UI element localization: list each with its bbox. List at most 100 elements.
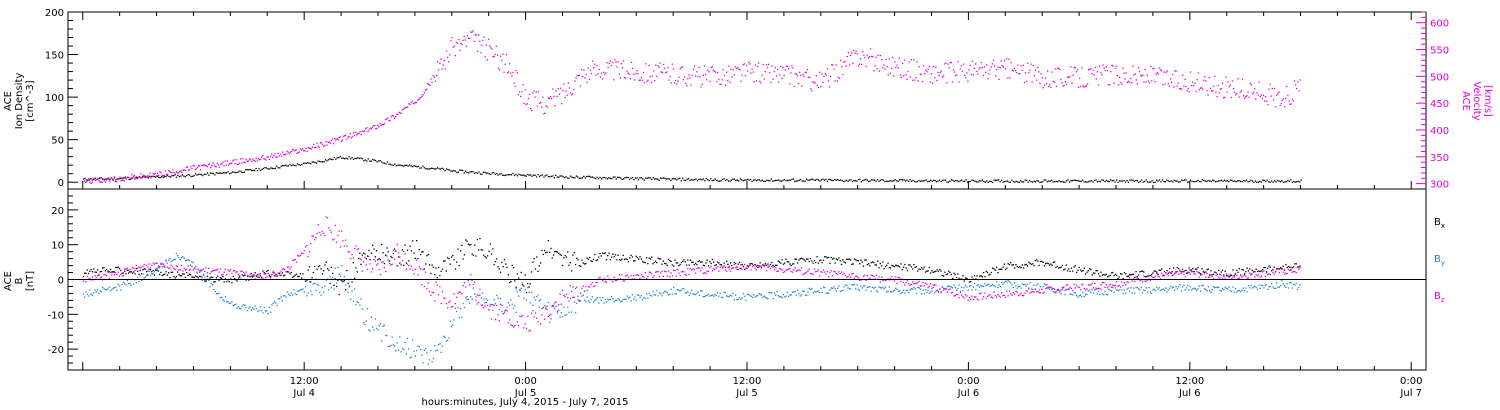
density-point	[404, 164, 406, 166]
density-point	[246, 169, 248, 171]
velocity-point	[951, 81, 954, 83]
bx-point	[582, 262, 584, 264]
by-point	[729, 294, 732, 296]
density-point	[1192, 181, 1195, 183]
velocity-point	[1256, 92, 1258, 94]
density-point	[603, 176, 606, 179]
density-point	[825, 178, 827, 181]
by-point	[412, 339, 414, 341]
bx-point	[286, 271, 289, 273]
velocity-point	[358, 132, 360, 134]
density-point	[949, 180, 951, 182]
by-point	[1149, 291, 1151, 293]
velocity-point	[948, 67, 950, 69]
by-point	[135, 281, 137, 284]
bx-point	[1114, 273, 1116, 275]
by-point	[707, 293, 710, 295]
bz-point	[984, 292, 986, 294]
density-point	[186, 175, 188, 177]
by-point	[169, 258, 171, 260]
bz-point	[636, 274, 639, 276]
velocity-point	[1274, 87, 1276, 90]
velocity-point	[341, 139, 344, 141]
bz-point	[758, 266, 760, 269]
bx-point	[1123, 272, 1126, 274]
bx-point	[621, 258, 623, 260]
velocity-point	[483, 36, 485, 38]
bz-point	[671, 275, 673, 277]
density-point	[196, 174, 198, 176]
velocity-point	[593, 67, 595, 69]
density-point	[330, 158, 332, 161]
velocity-point	[618, 73, 620, 75]
by-point	[1256, 288, 1259, 290]
bz-point	[435, 281, 437, 283]
bx-point	[394, 248, 396, 250]
x-tick-label-time: 12:00	[1175, 376, 1204, 387]
velocity-point	[890, 67, 893, 70]
velocity-point	[1085, 85, 1088, 87]
by-point	[431, 361, 433, 363]
velocity-point	[448, 61, 450, 63]
density-point	[417, 165, 420, 168]
bx-point	[496, 258, 498, 260]
velocity-point	[907, 70, 909, 73]
bz-point	[971, 295, 973, 297]
density-point	[1031, 181, 1034, 183]
velocity-point	[1045, 83, 1048, 85]
velocity-point	[144, 175, 147, 178]
velocity-point	[987, 77, 989, 80]
density-point	[302, 162, 304, 164]
bz-point	[258, 273, 260, 275]
bx-point	[949, 271, 951, 274]
bz-point	[1252, 270, 1255, 273]
velocity-point	[1225, 76, 1227, 78]
bx-point	[822, 259, 825, 261]
by-point	[1094, 289, 1096, 291]
bx-point	[728, 266, 730, 268]
bz-point	[108, 277, 110, 280]
velocity-point	[701, 83, 703, 86]
velocity-point	[338, 136, 340, 139]
bx-point	[147, 274, 149, 276]
velocity-point	[1235, 94, 1237, 96]
velocity-point	[925, 69, 927, 71]
density-point	[606, 178, 609, 180]
velocity-point	[962, 63, 965, 65]
velocity-point	[391, 114, 393, 117]
bz-point	[994, 294, 996, 297]
x-tick-label-day: Jul 6	[1178, 388, 1201, 399]
bz-point	[365, 264, 367, 266]
bz-point	[103, 274, 105, 276]
velocity-point	[1148, 82, 1151, 84]
x-tick-label-time: 12:00	[733, 376, 762, 387]
bz-point	[979, 293, 981, 295]
density-point	[181, 174, 183, 176]
by-point	[160, 263, 162, 266]
bz-point	[709, 267, 711, 269]
bx-point	[430, 272, 432, 275]
by-point	[550, 318, 552, 320]
bz-point	[170, 264, 172, 266]
by-point	[130, 284, 132, 286]
bottom-left-label-line3: [nT]	[25, 271, 36, 291]
density-point	[612, 176, 614, 178]
density-point	[683, 179, 685, 181]
by-point	[1211, 288, 1213, 291]
bx-point	[200, 276, 202, 278]
density-point	[285, 164, 287, 166]
velocity-point	[644, 82, 646, 84]
density-point	[94, 177, 96, 179]
by-point	[84, 296, 86, 298]
density-point	[298, 164, 300, 166]
bz-point	[304, 246, 307, 248]
bottom-left-label-line1: ACE	[3, 271, 14, 291]
velocity-point	[664, 67, 666, 69]
bfield-tick-label: -10	[48, 310, 64, 321]
velocity-point	[1024, 72, 1027, 74]
density-point	[484, 171, 486, 173]
bx-point	[1042, 261, 1044, 263]
by-point	[472, 287, 475, 289]
bx-point	[897, 265, 899, 267]
bx-point	[603, 252, 605, 255]
